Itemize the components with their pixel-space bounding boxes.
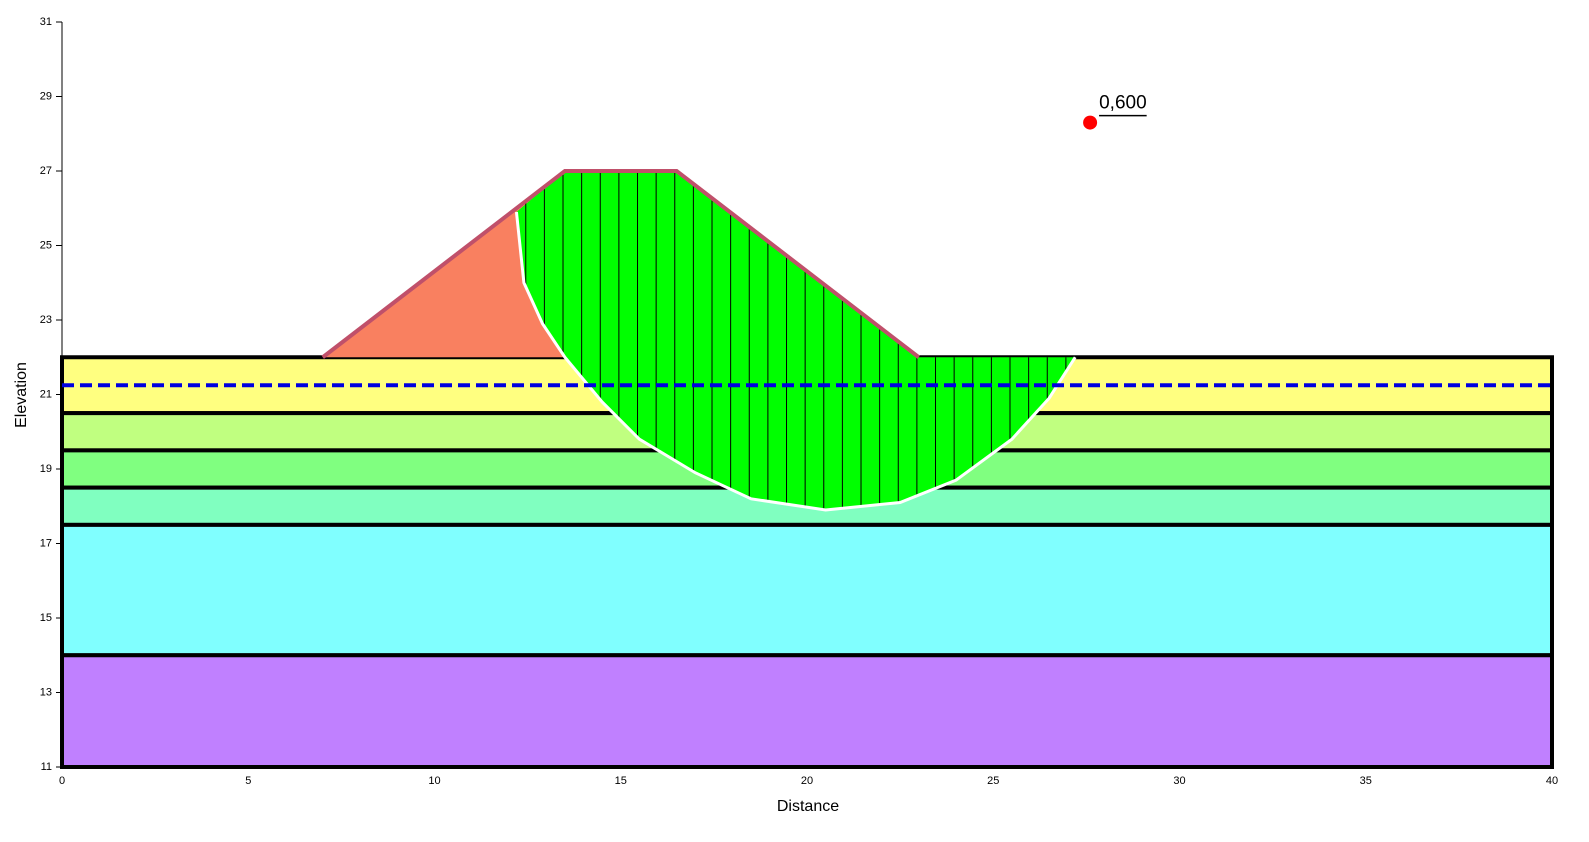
x-tick-label: 10 xyxy=(428,775,440,787)
y-tick-label: 29 xyxy=(40,90,52,102)
y-tick-label: 27 xyxy=(40,165,52,177)
x-tick-label: 0 xyxy=(59,775,65,787)
y-tick-label: 11 xyxy=(41,761,52,773)
x-tick-label: 20 xyxy=(801,775,813,787)
soil-layer xyxy=(62,525,1552,655)
y-tick-label: 21 xyxy=(40,388,52,400)
x-tick-label: 25 xyxy=(987,775,999,787)
x-tick-label: 40 xyxy=(1546,775,1558,787)
y-tick-label: 19 xyxy=(40,463,52,475)
y-tick-label: 17 xyxy=(40,537,52,549)
x-tick-label: 15 xyxy=(615,775,627,787)
y-tick-label: 13 xyxy=(40,686,52,698)
x-tick-label: 35 xyxy=(1360,775,1372,787)
soil-layer xyxy=(62,655,1552,767)
x-tick-label: 30 xyxy=(1173,775,1185,787)
x-tick-label: 5 xyxy=(245,775,251,787)
factor-of-safety: 0,600 xyxy=(1099,93,1147,114)
x-axis-label: Distance xyxy=(777,798,839,815)
y-axis-label: Elevation xyxy=(13,362,30,428)
y-tick-label: 25 xyxy=(40,239,52,251)
chart: Distance Elevation 11 13 15 17 19 21 23 25 27 29 3… xyxy=(0,0,1589,837)
y-tick-label: 31 xyxy=(40,16,52,28)
critical-center xyxy=(1083,116,1097,130)
y-tick-label: 23 xyxy=(40,314,52,326)
y-tick-label: 15 xyxy=(40,612,52,624)
page: Distance Elevation 11 13 15 17 19 21 23 25 27 29 3… xyxy=(0,0,1589,842)
